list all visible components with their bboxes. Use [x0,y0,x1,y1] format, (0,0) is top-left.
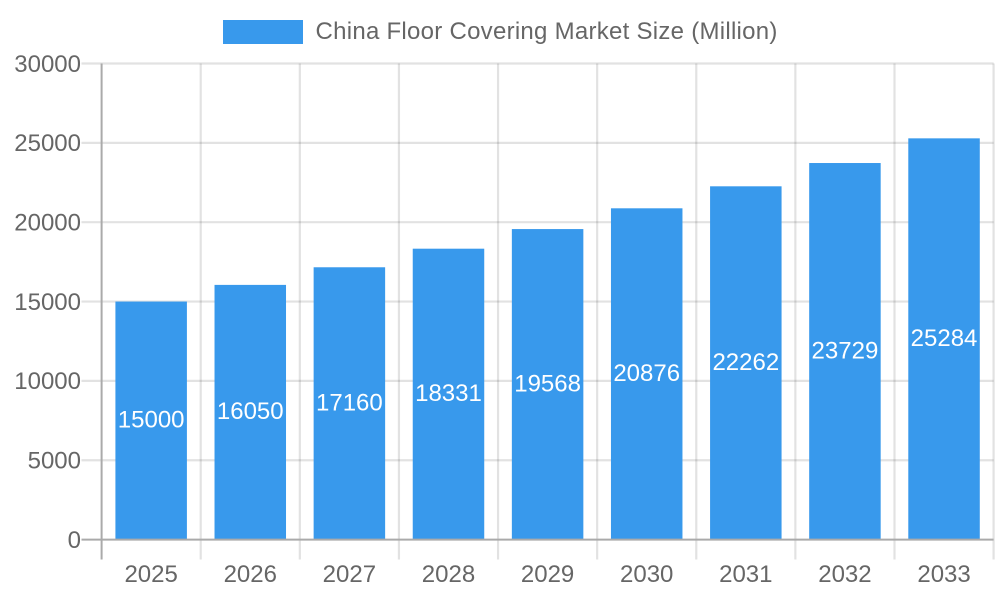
svg-text:22262: 22262 [712,349,779,376]
svg-text:25000: 25000 [14,130,81,157]
svg-text:0: 0 [68,527,81,554]
svg-text:China Floor Covering Market Si: China Floor Covering Market Size (Millio… [316,18,778,45]
svg-text:18331: 18331 [415,380,482,407]
svg-text:2029: 2029 [521,561,574,588]
svg-text:2030: 2030 [620,561,673,588]
svg-text:2031: 2031 [719,561,772,588]
svg-text:25284: 25284 [911,325,978,352]
svg-text:2025: 2025 [124,561,177,588]
svg-text:2032: 2032 [818,561,871,588]
svg-text:30000: 30000 [14,51,81,78]
svg-text:2026: 2026 [224,561,277,588]
svg-text:15000: 15000 [14,289,81,316]
svg-text:17160: 17160 [316,389,383,416]
svg-text:15000: 15000 [118,407,185,434]
svg-text:2033: 2033 [917,561,970,588]
svg-text:16050: 16050 [217,398,284,425]
svg-text:20876: 20876 [613,360,680,387]
svg-text:2028: 2028 [422,561,475,588]
svg-text:5000: 5000 [28,448,81,475]
svg-text:20000: 20000 [14,210,81,237]
svg-text:10000: 10000 [14,368,81,395]
svg-text:23729: 23729 [812,337,879,364]
svg-text:19568: 19568 [514,370,581,397]
svg-text:2027: 2027 [323,561,376,588]
